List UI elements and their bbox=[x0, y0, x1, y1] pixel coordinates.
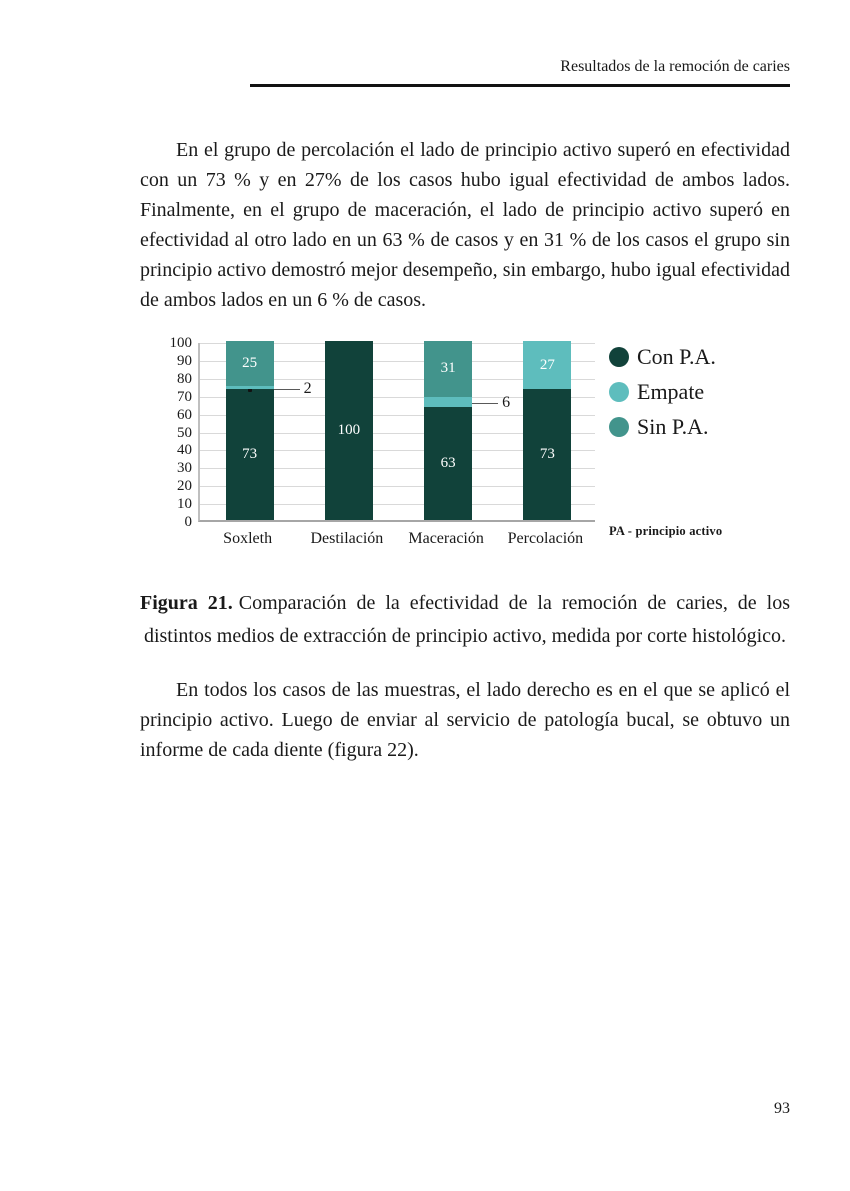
x-axis-category-label: Destilación bbox=[310, 530, 384, 547]
paragraph-2: En todos los casos de las muestras, el l… bbox=[140, 679, 790, 761]
bar-value-label: 31 bbox=[440, 360, 456, 377]
running-header: Resultados de la remoción de caries bbox=[140, 0, 790, 87]
legend-note: PA - principio activo bbox=[609, 524, 723, 538]
legend-color-dot bbox=[609, 346, 629, 367]
x-axis-category-label: Maceración bbox=[408, 530, 484, 547]
bar-segment: 31 bbox=[424, 341, 473, 397]
callout-value-label: 2 bbox=[303, 379, 312, 397]
header-rule bbox=[250, 84, 790, 87]
y-axis-tick-label: 30 bbox=[177, 460, 192, 477]
gridline bbox=[200, 378, 595, 380]
x-axis-category-label: Soxleth bbox=[223, 530, 273, 547]
callout-value-label: 6 bbox=[502, 393, 511, 411]
y-axis-tick-label: 80 bbox=[177, 370, 192, 387]
bar-segment: 63 bbox=[424, 407, 473, 520]
x-axis-category-label: Percolación bbox=[507, 530, 584, 547]
bar-segment: 25 bbox=[225, 341, 274, 386]
gridline bbox=[200, 414, 595, 416]
gridline bbox=[200, 343, 595, 344]
y-axis-tick-label: 60 bbox=[177, 406, 192, 423]
y-axis-tick-label: 10 bbox=[177, 496, 192, 513]
paragraph-1: En el grupo de percolación el lado de pr… bbox=[140, 139, 790, 311]
callout-marker bbox=[247, 387, 252, 392]
chart-legend: Con P.A. Empate Sin P.A. PA - principio ac… bbox=[609, 343, 722, 539]
y-axis-tick-label: 100 bbox=[169, 335, 193, 351]
page-number: 93 bbox=[774, 1100, 790, 1117]
y-axis-tick-label: 90 bbox=[177, 352, 192, 369]
callout-line bbox=[273, 388, 300, 390]
gridline bbox=[200, 504, 595, 506]
bar-value-label: 73 bbox=[539, 446, 555, 463]
legend-item: Sin P.A. bbox=[609, 415, 722, 438]
page-content: Resultados de la remoción de caries En e… bbox=[140, 0, 790, 765]
legend-color-dot bbox=[609, 381, 629, 402]
figure-21: 0 10 20 30 40 50 60 70 80 90 100 73 2 25 100 63 6 31 73 27… bbox=[156, 335, 790, 553]
bar-segment: 100 bbox=[324, 341, 373, 520]
plot-area: 73 2 25 100 63 6 31 73 27 bbox=[198, 341, 595, 522]
gridline bbox=[200, 468, 595, 470]
gridline bbox=[200, 396, 595, 398]
figure-caption-text: Comparación de la efectividad de la remo… bbox=[143, 592, 790, 647]
gridline bbox=[200, 360, 595, 362]
legend-label: Sin P.A. bbox=[637, 414, 709, 439]
bar-value-label: 27 bbox=[539, 356, 555, 373]
gridline bbox=[200, 432, 595, 434]
y-axis-tick-label: 20 bbox=[177, 478, 192, 495]
bar-segment: 27 bbox=[523, 341, 572, 390]
y-axis-tick-label: 70 bbox=[177, 388, 192, 405]
callout-line bbox=[472, 402, 499, 404]
bar-value-label: 73 bbox=[242, 446, 258, 463]
legend-label: Con P.A. bbox=[637, 344, 716, 369]
legend-item: Con P.A. bbox=[609, 345, 722, 368]
bar-value-label: 63 bbox=[440, 455, 456, 472]
legend-items: Con P.A. Empate Sin P.A. bbox=[609, 345, 722, 450]
y-axis-tick-label: 40 bbox=[177, 442, 192, 459]
running-header-title: Resultados de la remoción de caries bbox=[560, 58, 790, 75]
legend-item: Empate bbox=[609, 380, 722, 403]
y-axis-tick-label: 0 bbox=[184, 514, 193, 530]
figure-caption: Figura 21. Comparación de la efectividad … bbox=[140, 587, 790, 653]
gridline bbox=[200, 450, 595, 452]
y-axis: 0 10 20 30 40 50 60 70 80 90 100 bbox=[156, 335, 198, 530]
legend-label: Empate bbox=[637, 379, 705, 404]
bar-segment: 73 bbox=[225, 389, 274, 520]
stacked-bar-chart: 73 2 25 100 63 6 31 73 27 Soxleth Destilación Mace… bbox=[198, 341, 595, 553]
bar-value-label: 100 bbox=[337, 422, 361, 438]
gridline bbox=[200, 486, 595, 488]
y-axis-tick-label: 50 bbox=[177, 424, 192, 441]
bar-segment: 73 bbox=[523, 389, 572, 520]
figure-caption-label: Figura 21. bbox=[140, 592, 233, 614]
legend-color-dot bbox=[609, 416, 629, 437]
bar-value-label: 25 bbox=[242, 354, 258, 371]
bar-segment bbox=[225, 385, 274, 390]
bar-segment bbox=[424, 396, 473, 408]
